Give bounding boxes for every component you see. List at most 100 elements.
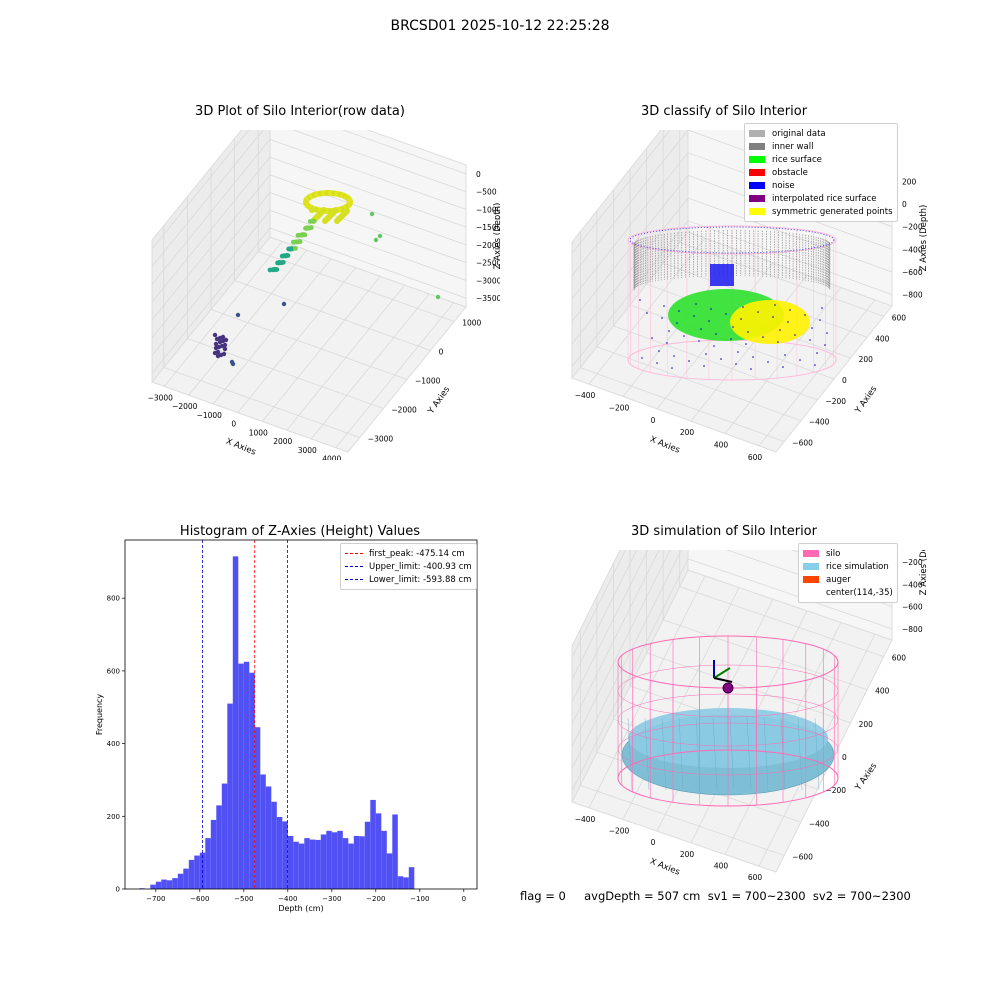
legend-item-obstacle: obstacle: [749, 166, 893, 179]
histogram-bar: [370, 799, 376, 889]
histogram-bar: [364, 821, 371, 889]
p2-noise-dot: [695, 303, 697, 305]
p2-noise-dot: [646, 312, 648, 314]
p1-x-tick-label: −1000: [197, 411, 223, 420]
histogram-bar: [166, 880, 173, 889]
figure-suptitle: BRCSD01 2025-10-12 22:25:28: [390, 18, 610, 34]
plot4-title: 3D simulation of Silo Interior: [631, 524, 817, 539]
legend-item-first-peak: first_peak: -475.14 cm: [345, 547, 472, 560]
p1-point: [334, 218, 340, 224]
p1-point: [289, 246, 294, 251]
p2-gridline-y: [613, 325, 818, 401]
p1-y-tick-label: 0: [439, 348, 444, 357]
histogram-bar: [276, 817, 283, 889]
legend-label: obstacle: [772, 167, 808, 178]
p4-gridline-y: [580, 785, 785, 856]
p4-x-tick-label: 200: [680, 850, 695, 859]
p1-y-axis-label: Y Axies: [426, 384, 453, 416]
legend-label: rice surface: [772, 154, 822, 165]
p1-point: [230, 361, 236, 367]
p2-gridline-z: [571, 174, 893, 322]
p2-y-tick-label: 600: [892, 313, 907, 322]
p1-point: [223, 337, 229, 343]
p2-noise-dot: [774, 304, 776, 306]
p2-noise-dot: [678, 310, 680, 312]
legend-item-center: center(114,-35): [803, 586, 893, 599]
p1-point: [281, 301, 287, 307]
histogram-bar: [326, 830, 332, 889]
p2-x-tick-label: 400: [714, 441, 729, 450]
p1-point: [377, 233, 383, 239]
p1-point: [309, 207, 315, 213]
legend-label: Upper_limit: -400.93 cm: [369, 561, 472, 572]
histogram-bar: [161, 879, 167, 889]
p2-noise-dot: [747, 331, 749, 333]
p2-noise-dot: [752, 356, 754, 358]
histogram-bar: [287, 835, 294, 889]
p1-point: [293, 246, 298, 251]
histogram-bar: [304, 838, 310, 889]
p1-gridline-z: [151, 209, 467, 356]
legend-item-inner-wall: inner wall: [749, 140, 893, 153]
histogram-bar: [238, 663, 244, 889]
x-tick-label: −700: [146, 895, 165, 903]
p1-point: [323, 217, 329, 223]
legend-label: auger: [826, 574, 851, 585]
p4-rice-mesh: [627, 717, 633, 791]
y-axis-label: Frequency: [95, 694, 104, 736]
p2-noise-ring: [629, 226, 835, 254]
p2-gridline-y: [580, 367, 785, 442]
p4-rice-mesh: [729, 717, 735, 791]
p4-gridline-z: [571, 550, 649, 702]
histogram-frame: [124, 539, 478, 890]
p2-noise-dot: [705, 353, 707, 355]
p1-z-tick-label: −500: [476, 188, 497, 197]
p2-noise-dot: [811, 327, 813, 329]
p1-z-tick-label: −2500: [476, 259, 500, 268]
histogram-bar: [293, 841, 299, 889]
legend-label: first_peak: -475.14 cm: [369, 548, 465, 559]
p1-x-tick-label: −3000: [148, 393, 174, 402]
p1-point: [300, 232, 306, 237]
p1-gridline-z: [151, 138, 467, 285]
legend-line: [345, 579, 363, 580]
legend-item-symmetric: symmetric generated points: [749, 205, 893, 218]
p2-noise-dot: [651, 337, 653, 339]
p4-gridline-z: [571, 550, 627, 658]
p1-gridline-y: [234, 280, 431, 351]
p2-noise-dot: [703, 365, 705, 367]
histogram-bar: [150, 884, 156, 889]
p4-rice-mesh: [712, 717, 718, 791]
p1-point: [220, 334, 226, 340]
p2-noise-dot: [693, 315, 695, 317]
histogram-bar: [265, 786, 272, 889]
p4-rice-mesh: [644, 717, 650, 791]
p2-noise-dot: [804, 314, 806, 316]
p1-z-tick-label: −1500: [476, 223, 500, 232]
p2-noise-dot: [663, 305, 665, 307]
p2-z-tick-label: 200: [902, 177, 917, 186]
p1-point: [296, 239, 302, 244]
p2-symmetric-points: [730, 300, 810, 344]
p2-noise-dot: [826, 332, 828, 334]
histogram-bar: [315, 839, 321, 889]
histogram-bar: [403, 877, 409, 889]
p2-noise-dot: [715, 333, 717, 335]
p2-noise-dot: [777, 341, 779, 343]
legend-label: rice simulation: [826, 561, 889, 572]
histogram-bar: [375, 813, 382, 889]
p1-point: [222, 346, 228, 352]
legend-swatch: [749, 156, 765, 163]
p2-x-axis-label: X Axies: [648, 435, 681, 456]
y-tick-label: 400: [107, 740, 120, 748]
p1-point: [308, 225, 314, 231]
p1-point: [310, 218, 316, 224]
p1-x-tick-label: 3000: [298, 446, 317, 455]
p2-noise-dot: [789, 309, 791, 311]
plot3-histogram: −700 −600 −500 −400 −300 −200 −100 0 0 200 400 600 8…: [95, 539, 478, 913]
plot2-title: 3D classify of Silo Interior: [640, 104, 808, 119]
histogram-bar: [359, 836, 365, 889]
legend-label: original data: [772, 128, 826, 139]
legend-label: silo: [826, 548, 841, 559]
p2-noise-dot: [713, 345, 715, 347]
